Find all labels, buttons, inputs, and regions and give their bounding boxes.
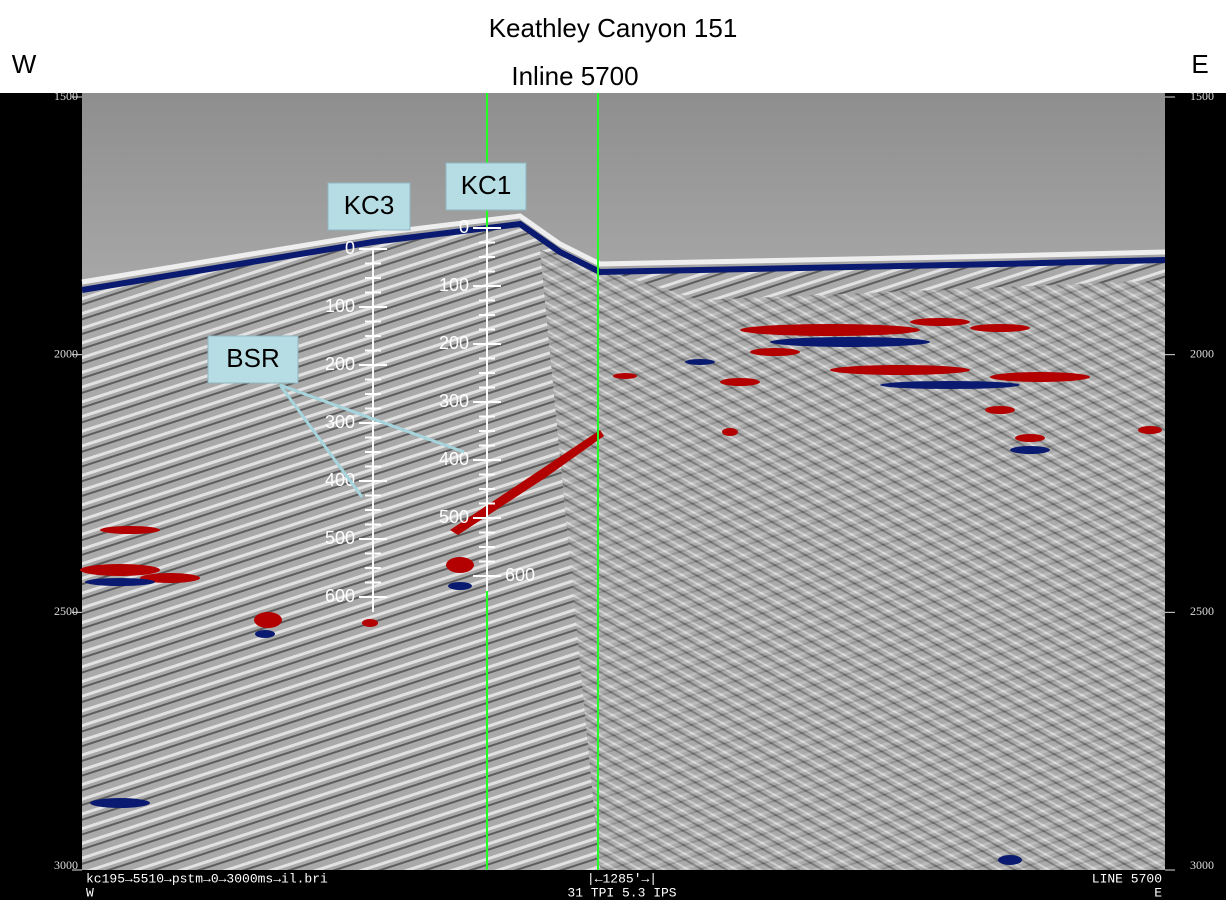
- depth-label: 300: [439, 391, 469, 411]
- label-box: [327, 182, 411, 231]
- depth-label: 500: [325, 528, 355, 548]
- footer-text: |←1285'→|: [587, 871, 657, 886]
- seafloor-halo: [81, 213, 1166, 285]
- title: Keathley Canyon 151: [489, 13, 738, 43]
- time-tick-label: 1500: [54, 89, 78, 103]
- depth-label: 0: [345, 238, 355, 258]
- arrow: [278, 384, 364, 498]
- depth-label: 200: [325, 354, 355, 374]
- seafloor: [81, 220, 1166, 293]
- depth-label: 200: [439, 333, 469, 353]
- annotation: BSR: [226, 343, 279, 373]
- subtitle: Inline 5700: [511, 61, 638, 91]
- depth-label: 0: [459, 217, 469, 237]
- label-box: [445, 162, 527, 211]
- water: [82, 93, 1165, 288]
- depth-label: 600: [325, 586, 355, 606]
- high-amplitude: [80, 318, 1162, 628]
- east-label: E: [1191, 49, 1208, 79]
- well-name: KC1: [461, 170, 512, 200]
- time-tick-label: 2500: [54, 604, 78, 618]
- west-label: W: [12, 49, 37, 79]
- label-box: [207, 335, 299, 384]
- right-bar: [1165, 93, 1226, 900]
- well-name: KC3: [344, 190, 395, 220]
- time-tick-label: 2000: [1190, 346, 1214, 360]
- footer-text: kc195→5510→pstm→0→3000ms→il.bri: [86, 871, 328, 886]
- time-tick-label: 2500: [1190, 604, 1214, 618]
- depth-label: 100: [439, 275, 469, 295]
- footer-text: LINE 5700: [1092, 871, 1162, 886]
- depth-label: 300: [325, 412, 355, 432]
- arrow: [279, 383, 465, 454]
- footer-text: E: [1154, 885, 1162, 900]
- footer-bar: [82, 870, 1165, 900]
- depth-label: 500: [439, 507, 469, 527]
- depth-label: 100: [325, 296, 355, 316]
- section-zone: [540, 250, 1165, 870]
- left-bar: [0, 93, 82, 900]
- negative-amplitude: [85, 337, 1050, 865]
- seismic-section: [80, 93, 1166, 870]
- footer-text: W: [86, 885, 94, 900]
- depth-label: 600: [505, 565, 535, 585]
- time-tick-label: 3000: [54, 858, 78, 872]
- time-tick-label: 3000: [1190, 858, 1214, 872]
- depth-label: 400: [439, 449, 469, 469]
- time-tick-label: 2000: [54, 346, 78, 360]
- footer-text: 31 TPI 5.3 IPS: [567, 885, 676, 900]
- time-tick-label: 1500: [1190, 89, 1214, 103]
